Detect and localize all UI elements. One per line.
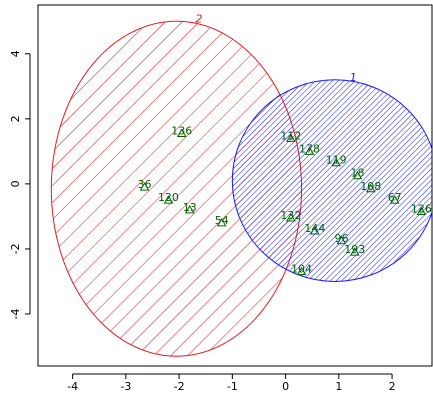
x-tick-label: -2 (174, 380, 185, 393)
point-label-104: 104 (291, 263, 312, 276)
point-marker-126 (416, 206, 427, 216)
y-tick-label: 2 (9, 115, 22, 122)
x-tick-label: -1 (227, 380, 238, 393)
x-tick-label: 1 (335, 380, 342, 393)
point-label-108: 108 (360, 180, 381, 193)
x-tick-label: -4 (67, 380, 78, 393)
x-tick-label: -3 (120, 380, 131, 393)
point-marker-112 (286, 133, 296, 142)
point-label-193: 193 (344, 243, 365, 256)
y-tick-label: -4 (9, 308, 22, 319)
point-marker-120 (163, 195, 174, 204)
point-marker-18 (352, 170, 363, 180)
point-marker-36 (139, 182, 150, 191)
point-marker-136 (176, 128, 187, 137)
x-tick-label: 0 (282, 380, 289, 393)
point-label-119: 119 (326, 154, 347, 167)
y-tick-label: 4 (9, 50, 22, 57)
point-label-36: 36 (137, 178, 151, 191)
y-tick-label: -2 (9, 243, 22, 254)
point-marker-144 (310, 226, 320, 235)
cluster-ellipse-1 (231, 79, 432, 282)
point-label-112: 112 (280, 129, 301, 142)
point-label-54: 54 (215, 214, 229, 227)
point-marker-108 (365, 183, 376, 193)
cluster-label-1: 1 (350, 71, 357, 84)
point-label-13: 13 (183, 201, 197, 214)
point-marker-119 (331, 157, 342, 167)
point-label-18: 18 (350, 167, 364, 180)
cluster-label-2: 2 (195, 12, 202, 25)
point-marker-193 (349, 247, 360, 256)
x-tick-label: 2 (389, 380, 396, 393)
point-label-67: 67 (388, 191, 402, 204)
plot-frame (37, 4, 433, 367)
point-label-126: 126 (411, 203, 432, 216)
point-marker-54 (216, 217, 227, 227)
point-label-96: 96 (334, 232, 348, 245)
point-marker-132 (286, 213, 296, 222)
point-label-120: 120 (158, 191, 179, 204)
point-marker-67 (389, 195, 400, 204)
point-marker-13 (184, 204, 195, 214)
point-marker-96 (336, 235, 347, 245)
point-label-178: 178 (299, 142, 320, 155)
point-marker-178 (304, 146, 315, 155)
point-label-136: 136 (171, 124, 192, 137)
point-marker-104 (296, 266, 307, 276)
point-label-132: 132 (280, 209, 301, 222)
y-tick-label: 0 (9, 180, 22, 187)
point-label-144: 144 (304, 222, 325, 235)
